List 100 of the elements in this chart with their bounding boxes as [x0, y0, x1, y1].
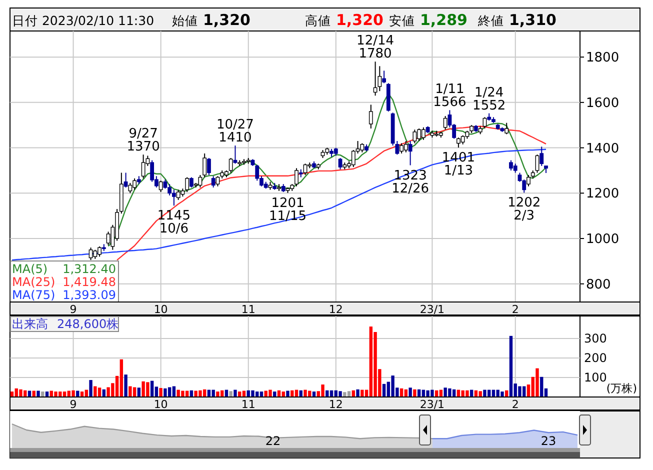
- text: 日付 2023/02/10 11:30: [12, 13, 154, 28]
- x-tick-label: 9: [70, 303, 77, 316]
- candlestick: [216, 176, 220, 187]
- candlestick: [233, 145, 238, 164]
- bar: [76, 390, 80, 397]
- bar: [137, 388, 141, 397]
- bar: [413, 389, 416, 397]
- bar: [356, 389, 360, 397]
- bar: [478, 391, 482, 397]
- candlestick: [460, 134, 465, 145]
- annotation: 10/27 1410: [216, 118, 254, 146]
- annotation: 1201 11/15: [269, 196, 306, 224]
- y-tick-label: 300: [584, 332, 607, 346]
- bar: [168, 387, 172, 397]
- candlestick: [294, 168, 298, 187]
- candlestick: [540, 146, 544, 166]
- y-tick-label: 800: [586, 277, 611, 292]
- text: MA(5) 1,312.40: [12, 262, 116, 276]
- bar: [540, 376, 544, 397]
- bar: [343, 392, 346, 397]
- text: MA(75) 1,393.09: [12, 288, 116, 302]
- candlestick: [412, 129, 417, 144]
- bar: [98, 388, 102, 397]
- annotation: 1/24 1552: [472, 85, 506, 114]
- candlestick: [351, 150, 356, 168]
- candlestick: [211, 176, 216, 188]
- bar: [120, 359, 124, 397]
- bar: [518, 386, 522, 397]
- x-tick-label: 12: [328, 398, 343, 411]
- x-tick-label: 10: [154, 398, 168, 411]
- chart-title: 出来高 248,600株: [12, 317, 119, 331]
- candlestick: [382, 70, 386, 84]
- bar: [251, 390, 254, 397]
- x-tick-label: 23: [540, 434, 556, 448]
- bar: [94, 386, 97, 397]
- bar: [124, 374, 128, 397]
- x-tick-label: 23/1: [420, 303, 445, 316]
- candlestick: [408, 140, 412, 166]
- y-tick-label: 100: [584, 370, 607, 385]
- bar: [408, 388, 412, 397]
- bar: [536, 368, 539, 397]
- candlestick: [400, 142, 404, 154]
- bar: [234, 390, 237, 397]
- x-tick-label: 2: [512, 303, 519, 316]
- annotation: 9/27 1370: [126, 126, 160, 155]
- candlestick: [443, 116, 448, 130]
- bar: [304, 390, 307, 397]
- bar: [54, 392, 58, 397]
- x-tick-label: 22: [265, 434, 281, 448]
- candlestick: [368, 104, 373, 130]
- bar: [72, 390, 75, 397]
- candlestick: [360, 142, 364, 153]
- candlestick: [141, 154, 146, 179]
- candlestick: [124, 172, 128, 188]
- candlestick: [535, 154, 540, 174]
- y-tick-label: 1000: [586, 232, 620, 248]
- text: 終値 1,310: [477, 11, 556, 29]
- bar: [164, 388, 167, 397]
- candlestick: [526, 174, 530, 187]
- y-tick-label: 200: [584, 351, 607, 366]
- bar: [321, 384, 324, 397]
- bar: [89, 380, 92, 397]
- candlestick: [202, 152, 207, 178]
- text: 始値 1,320: [172, 11, 250, 29]
- y-tick-label: 1800: [586, 50, 620, 66]
- x-tick-label: 11: [241, 398, 256, 411]
- x-tick-label: 10: [154, 303, 168, 316]
- x-tick-label: 2: [512, 398, 519, 411]
- candlestick: [176, 189, 180, 200]
- x-tick-label: 11: [241, 303, 256, 316]
- bar: [19, 389, 22, 397]
- bar: [338, 391, 342, 397]
- candlestick: [150, 160, 154, 182]
- text: 安値 1,289: [389, 11, 468, 29]
- candlestick: [404, 140, 408, 153]
- candlestick: [513, 163, 518, 174]
- candlestick: [378, 66, 382, 92]
- candlestick: [504, 122, 509, 135]
- candlestick: [190, 176, 194, 188]
- bar: [268, 390, 272, 397]
- bar: [483, 390, 486, 397]
- candlestick: [163, 179, 168, 190]
- y-tick-label: 1200: [586, 186, 620, 202]
- bar: [216, 392, 220, 397]
- bar: [159, 388, 162, 397]
- text: 高値 1,320: [305, 11, 384, 29]
- bar: [382, 384, 386, 397]
- y-tick-label: 1400: [586, 141, 620, 156]
- candlestick: [158, 180, 163, 193]
- bar: [509, 336, 513, 397]
- x-tick-label: 9: [70, 398, 77, 411]
- annotation: 1202 2/3: [508, 196, 541, 224]
- bar: [132, 387, 136, 397]
- bar: [36, 390, 40, 397]
- bar: [150, 380, 154, 397]
- bar: [500, 392, 504, 397]
- bar: [369, 326, 373, 397]
- y-tick-label: 1600: [586, 96, 620, 111]
- x-tick-label: 23/1: [420, 398, 445, 411]
- bar: [128, 386, 132, 397]
